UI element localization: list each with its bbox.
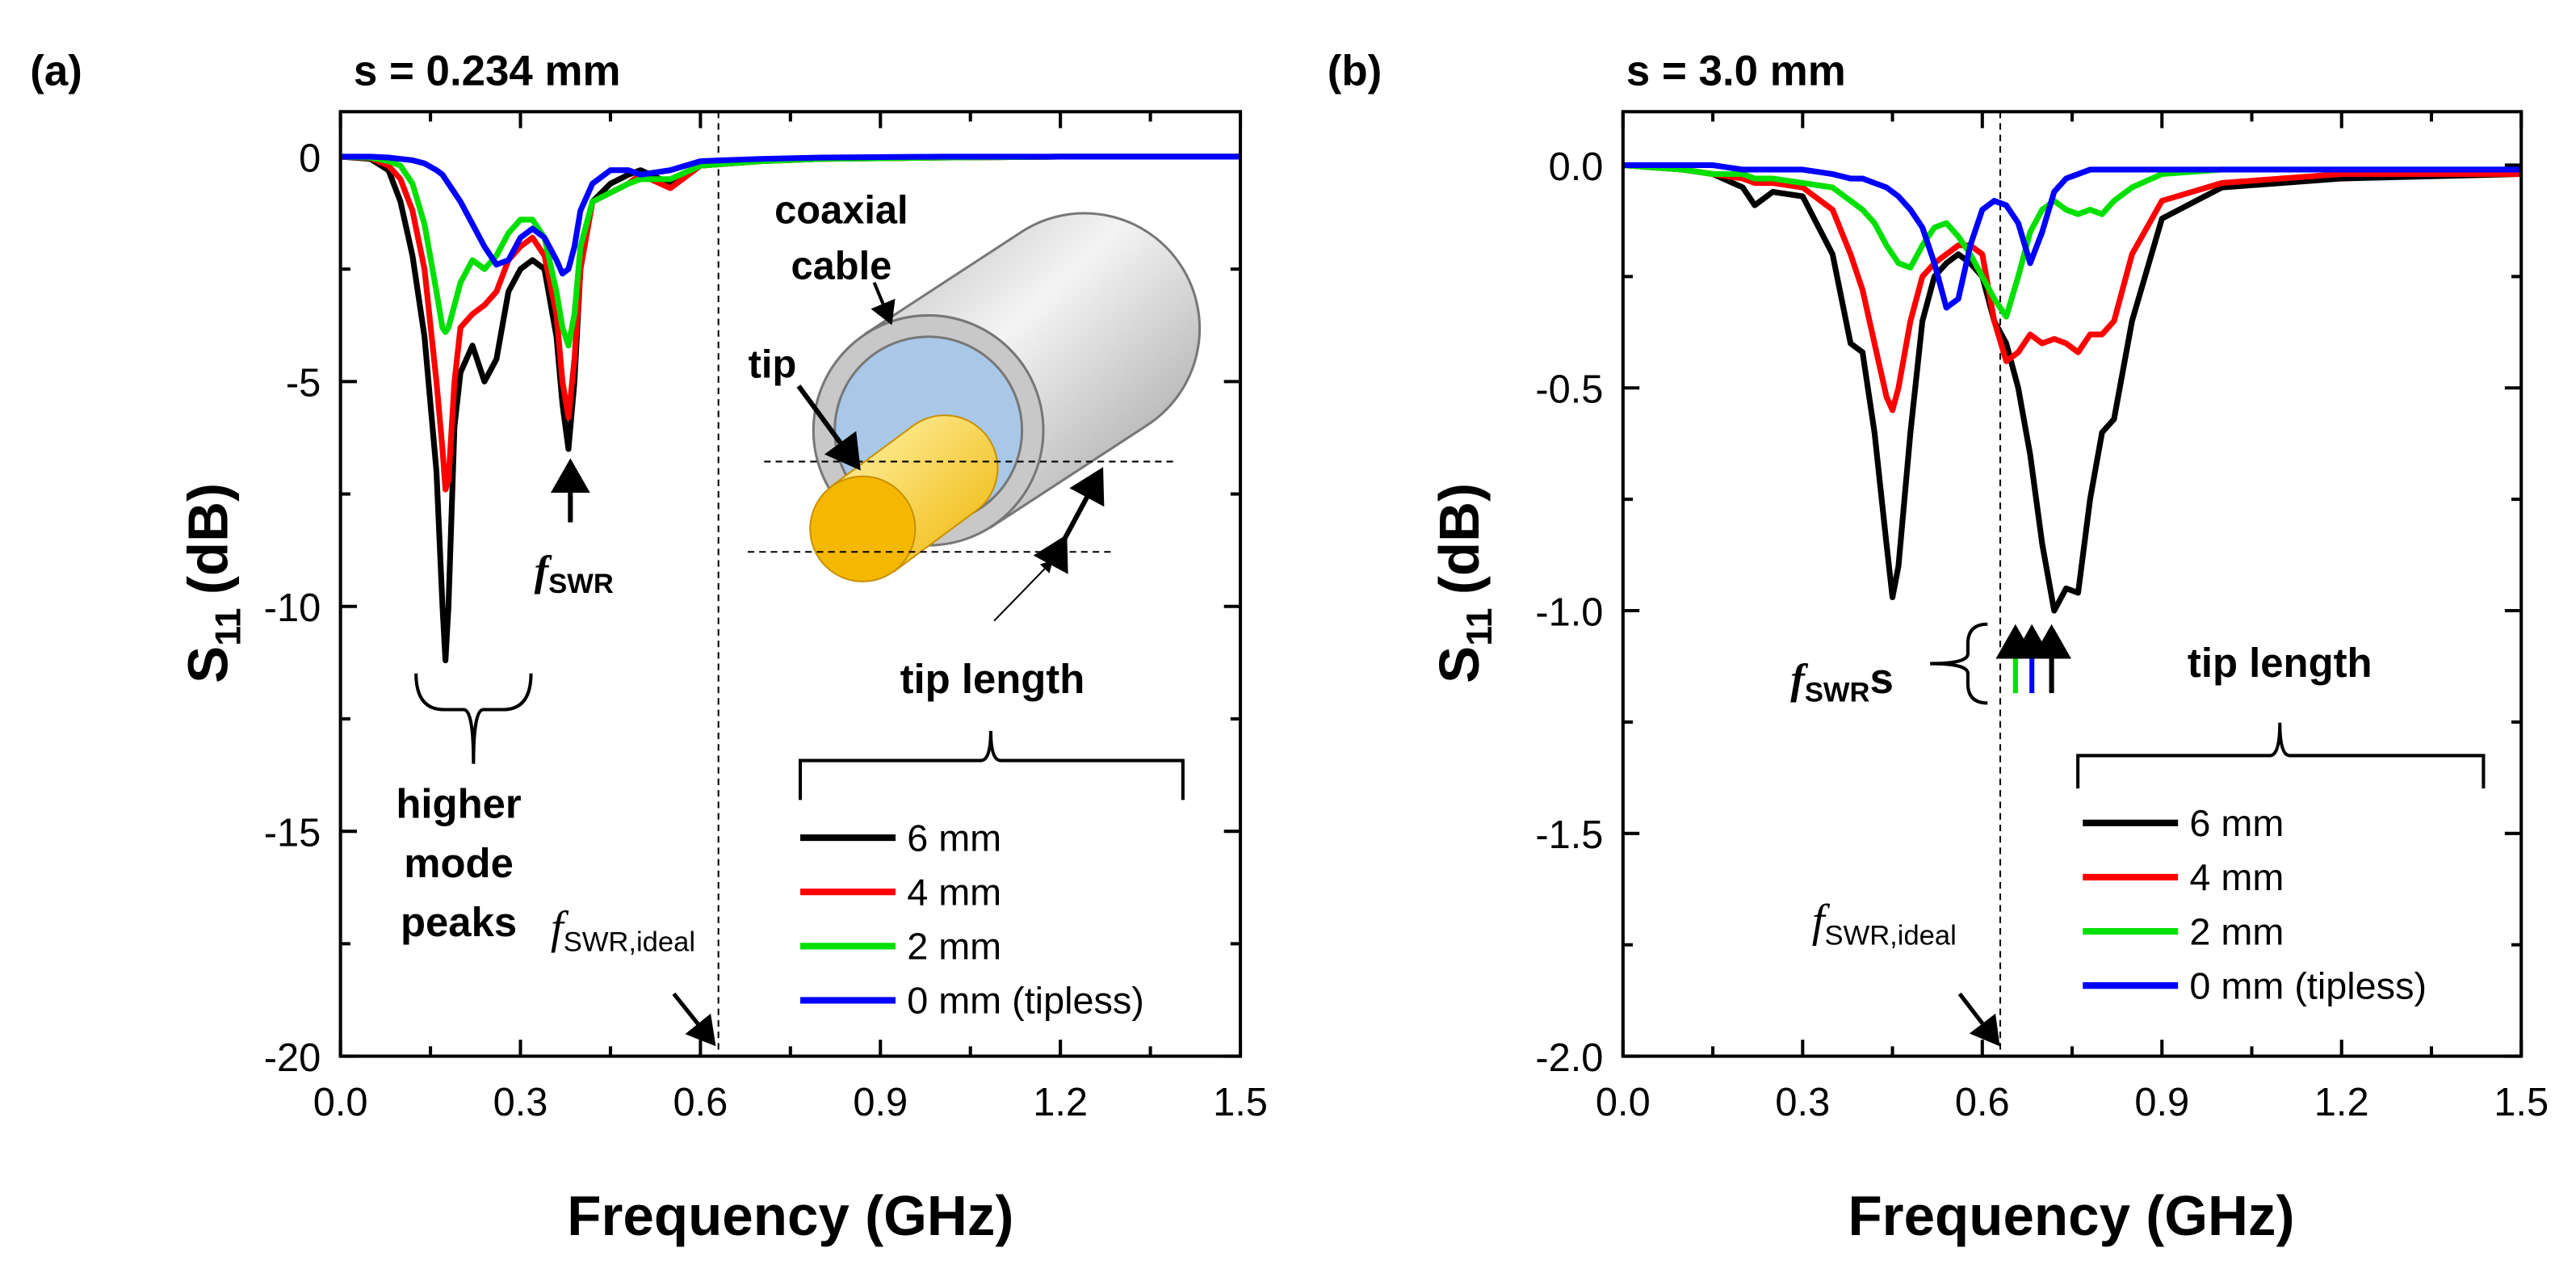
- cable-label: coaxial: [774, 189, 908, 233]
- series-line: [340, 153, 1241, 277]
- x-tick-label: 0.0: [1596, 1081, 1651, 1124]
- fswrs-suffix: s: [1870, 655, 1894, 703]
- higher-mode-label: higher: [396, 781, 522, 827]
- plot-frame: [1621, 110, 2524, 1058]
- ideal-sub: SWR,ideal: [564, 926, 695, 957]
- y-tick-label: -1.0: [1535, 590, 1603, 634]
- y-axis-title: S11 (dB): [1428, 483, 1500, 683]
- brace: [414, 673, 533, 764]
- legend-label: 4 mm: [907, 871, 1001, 913]
- ideal-label: fSWR,ideal: [551, 902, 695, 957]
- coaxial-cable-illustration: [747, 212, 1202, 622]
- series-line: [1622, 162, 2522, 414]
- y-tick-label: -1.5: [1535, 813, 1603, 857]
- x-axis-title: Frequency (GHz): [1848, 1184, 2294, 1247]
- legend-label: 2 mm: [907, 926, 1001, 968]
- legend-label: 4 mm: [2189, 856, 2284, 898]
- fswr-sub: SWR: [548, 569, 614, 599]
- x-tick-label: 0.3: [493, 1081, 548, 1124]
- plot-frame: [338, 110, 1243, 1058]
- x-tick-label: 0.6: [673, 1081, 728, 1124]
- y-tick-label: -5: [286, 362, 321, 405]
- legend-label: 2 mm: [2189, 910, 2284, 952]
- series-line: [1622, 162, 2522, 311]
- fswr-label: fSWR: [535, 548, 614, 599]
- panel-label: (a): [30, 48, 82, 95]
- series-line: [340, 153, 1241, 349]
- tip-label: tip: [749, 343, 797, 387]
- legend-label: 6 mm: [2189, 802, 2284, 844]
- brace: [1930, 622, 1988, 705]
- legend-title: tip length: [2188, 640, 2373, 686]
- y-axis-title-unit: (dB): [1428, 483, 1491, 594]
- y-axis-title: S11 (dB): [176, 483, 248, 683]
- legend-bracket: [799, 730, 1185, 800]
- y-tick-label: -10: [264, 586, 321, 630]
- legend-label: 0 mm (tipless): [2189, 964, 2427, 1006]
- y-axis-title-sub: 11: [1460, 607, 1500, 645]
- x-tick-label: 0.6: [1955, 1081, 2010, 1124]
- cable-label: cable: [791, 245, 892, 288]
- fswrs-label: fSWRs: [1790, 655, 1894, 708]
- ideal-arrow: [672, 992, 716, 1047]
- x-tick-label: 1.5: [1213, 1081, 1268, 1124]
- y-tick-label: 0.0: [1549, 145, 1604, 189]
- legend-label: 6 mm: [907, 817, 1001, 859]
- ideal-label: fSWR,ideal: [1812, 896, 1957, 951]
- y-tick-label: -2.0: [1535, 1036, 1603, 1080]
- ideal-arrow: [1957, 992, 2000, 1047]
- y-tick-label: -15: [264, 811, 321, 855]
- ideal-sub: SWR,ideal: [1825, 920, 1957, 951]
- x-tick-label: 0.0: [313, 1081, 368, 1124]
- y-axis-title-main: S: [1428, 646, 1491, 683]
- legend-bracket: [2076, 722, 2486, 789]
- panel-title: s = 0.234 mm: [354, 48, 621, 95]
- higher-mode-label: mode: [404, 840, 514, 886]
- x-tick-label: 1.5: [2494, 1081, 2549, 1124]
- x-tick-label: 1.2: [2314, 1081, 2369, 1124]
- fswrs-sub: SWR: [1805, 677, 1870, 708]
- series-line: [1622, 162, 2522, 614]
- series-line: [340, 153, 1241, 493]
- y-tick-label: -20: [264, 1036, 321, 1080]
- series-line: [1622, 162, 2522, 320]
- x-axis-title: Frequency (GHz): [567, 1184, 1013, 1247]
- higher-mode-label: peaks: [401, 899, 517, 945]
- y-axis-title-unit: (dB): [176, 483, 239, 594]
- x-tick-label: 1.2: [1033, 1081, 1088, 1124]
- x-tick-label: 0.3: [1775, 1081, 1830, 1124]
- y-tick-label: 0: [299, 137, 321, 180]
- legend-title: tip length: [900, 656, 1085, 702]
- x-tick-label: 0.9: [853, 1081, 908, 1124]
- x-tick-label: 0.9: [2134, 1081, 2189, 1124]
- fswrs-f: f: [1790, 656, 1808, 703]
- legend-label: 0 mm (tipless): [907, 980, 1144, 1022]
- panel-title: s = 3.0 mm: [1626, 48, 1846, 95]
- y-axis-title-sub: 11: [209, 607, 249, 645]
- y-tick-label: -0.5: [1535, 368, 1603, 412]
- fswr-f: f: [535, 548, 552, 594]
- panel-label: (b): [1328, 48, 1382, 95]
- y-axis-title-main: S: [176, 646, 239, 683]
